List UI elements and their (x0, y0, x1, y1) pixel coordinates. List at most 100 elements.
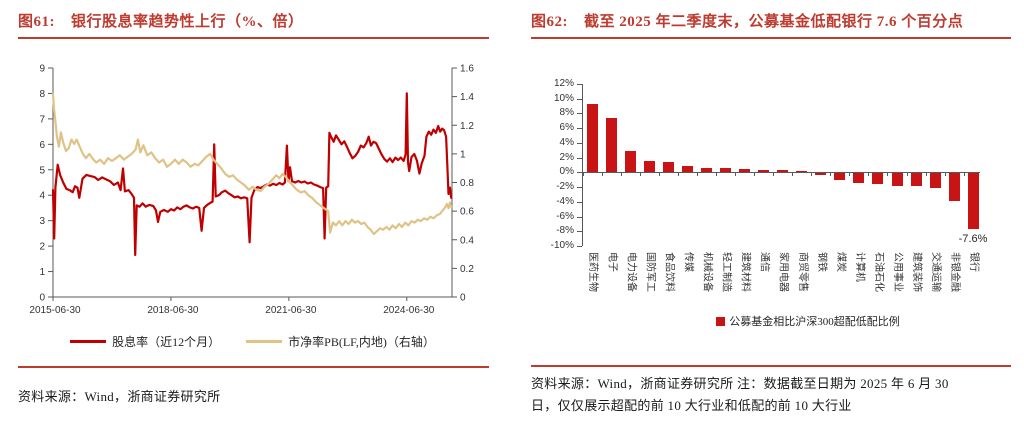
figure-61-title-rule (18, 37, 489, 39)
legend-label-allocation: 公募基金相比沪深300超配低配比例 (729, 316, 900, 328)
y-axis-tick (577, 187, 582, 189)
legend-item-dividend-yield: 股息率（近12个月） (70, 333, 220, 350)
category-label: 建筑装饰 (911, 252, 923, 292)
x-axis-tick (906, 173, 908, 176)
x-axis-tick (925, 173, 927, 176)
left-axis-tick-label: 7 (39, 114, 45, 125)
category-label: 商贸零售 (796, 252, 808, 292)
bar-轻工制造 (720, 168, 732, 172)
category-label: 传媒 (682, 252, 694, 272)
left-axis-tick-label: 0 (39, 293, 45, 304)
bar-通信 (758, 169, 770, 172)
y-axis-tick (577, 113, 582, 115)
bar-交通运输 (929, 173, 941, 189)
y-axis-tick-label: 6% (559, 122, 574, 134)
x-axis-tick (849, 173, 851, 176)
bar-商贸零售 (796, 171, 808, 173)
category-label: 食品饮料 (663, 252, 675, 292)
left-axis-tick-label: 6 (39, 140, 45, 151)
x-axis-tick (773, 173, 775, 176)
category-label: 银行 (968, 252, 980, 272)
bar-电力设备 (624, 150, 636, 172)
x-axis-tick (944, 173, 946, 176)
y-axis-tick-label: -6% (556, 210, 574, 222)
figure-61-panel: 图61: 银行股息率趋势性上行（%、倍） 9 8 7 6 5 4 3 2 1 0 1.6 1.4 1.2 1… (0, 0, 505, 430)
category-label: 煤炭 (834, 252, 846, 272)
y-axis-tick (577, 172, 582, 174)
right-axis-tick-label: 0 (460, 293, 466, 304)
bar-计算机 (853, 173, 865, 183)
red-square-swatch (716, 317, 726, 326)
figure-61-tag: 图61: (18, 14, 55, 30)
zero-line (582, 172, 980, 173)
left-axis-tick-label: 4 (39, 191, 45, 202)
y-axis-tick (577, 216, 582, 218)
dividend-yield-pb-line-chart: 98765432101.61.41.210.80.60.40.202015-06… (29, 64, 474, 317)
figure-62-bottom-rule (531, 365, 1011, 367)
category-label: 国防军工 (644, 252, 656, 292)
bank-underweight-annotation: -7.6% (958, 233, 988, 245)
figure-62-tag: 图62: (531, 14, 568, 30)
bar-煤炭 (834, 173, 846, 181)
x-axis-tick (639, 173, 641, 176)
x-axis-tick (696, 173, 698, 176)
bar-建筑材料 (739, 169, 751, 172)
y-axis-tick-label: 8% (559, 107, 574, 119)
y-axis-tick-label: -10% (550, 240, 574, 251)
y-axis-tick-label: 2% (559, 151, 574, 163)
right-axis-tick-label: 1.4 (460, 92, 474, 103)
y-axis-tick (577, 84, 582, 85)
x-axis-tick (754, 173, 756, 176)
legend-item-pb: 市净率PB(LF,内地)（右轴） (246, 333, 435, 350)
x-axis-tick (601, 173, 603, 176)
y-axis-tick-label: 0% (559, 166, 574, 178)
bar-食品饮料 (662, 161, 674, 172)
x-axis-tick (792, 173, 794, 176)
bar-非银金融 (948, 173, 960, 201)
x-axis-tick (963, 173, 965, 176)
y-axis-tick (577, 231, 582, 233)
bar-银行 (967, 173, 979, 229)
series-right (51, 92, 453, 236)
category-label: 钢铁 (815, 252, 827, 272)
right-axis-tick-label: 0.4 (460, 235, 474, 246)
category-label: 机械设备 (701, 252, 713, 292)
figure-62-source-line2: 日，仅仅展示超配的前 10 大行业和低配的前 10 大行业 (531, 398, 852, 413)
x-axis-tick-label: 2021-06-30 (265, 305, 317, 316)
y-axis-tick-label: -8% (556, 225, 574, 237)
bar-传媒 (681, 166, 693, 172)
category-label: 家用电器 (777, 252, 789, 292)
series-left (51, 92, 453, 257)
bar-机械设备 (701, 167, 712, 172)
category-label: 电力设备 (625, 252, 637, 292)
bar-国防军工 (643, 160, 655, 172)
bar-公用事业 (891, 173, 903, 186)
legend-label-pb: 市净率PB(LF,内地)（右轴） (288, 335, 435, 349)
x-axis-tick (658, 173, 660, 176)
x-axis-tick (811, 173, 813, 176)
x-axis-tick (620, 173, 622, 176)
y-axis-tick (577, 157, 582, 159)
figure-61-source: 资料来源：Wind，浙商证券研究所 (18, 389, 221, 404)
x-axis-tick-label: 2024-06-30 (383, 305, 435, 316)
category-label: 电子 (606, 252, 618, 272)
x-axis-tick (716, 173, 718, 176)
category-label: 医药生物 (587, 252, 599, 292)
red-line-swatch (70, 340, 107, 343)
figure-61-bottom-rule (18, 366, 489, 368)
figure-62-title-rule (531, 37, 1011, 39)
right-axis-tick-label: 0.2 (460, 264, 474, 275)
bar-建筑装饰 (910, 173, 922, 186)
figure-62-source: 资料来源：Wind，浙商证券研究所 注：数据截至日期为 2025 年 6 月 3… (531, 373, 1013, 417)
category-label: 非银金融 (949, 252, 961, 292)
y-axis-tick-label: 12% (553, 78, 574, 89)
y-axis-line (582, 84, 583, 246)
y-axis-tick (577, 128, 582, 130)
figure-61-title: 图61: 银行股息率趋势性上行（%、倍） (18, 10, 304, 31)
y-axis-tick (577, 142, 582, 144)
left-axis-tick-label: 2 (39, 242, 45, 253)
x-axis-tick-label: 2015-06-30 (29, 305, 81, 316)
bar-钢铁 (815, 173, 827, 176)
category-label: 轻工制造 (720, 252, 732, 292)
x-axis-tick (868, 173, 870, 176)
